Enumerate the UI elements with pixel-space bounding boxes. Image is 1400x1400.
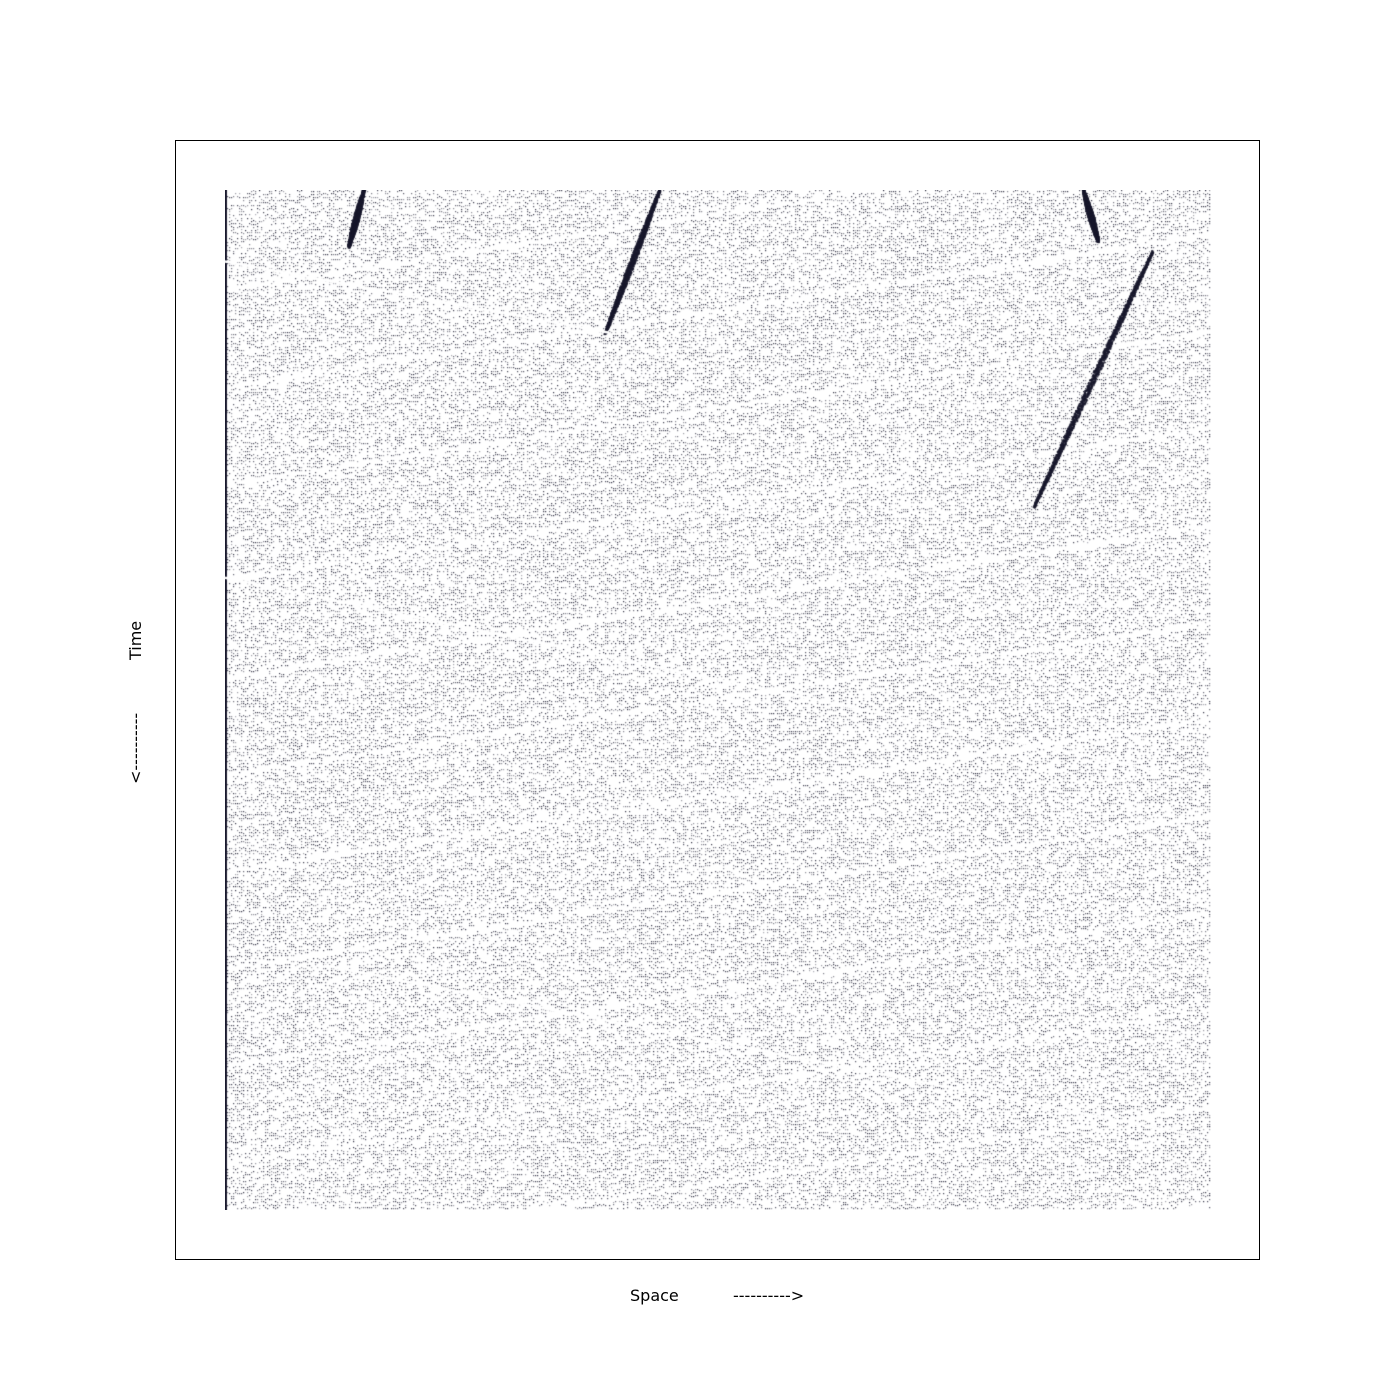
y-axis-label-group: Time <---------- [126, 610, 146, 790]
y-axis-arrow: <---------- [126, 712, 145, 784]
x-axis-arrow: ----------> [733, 1286, 805, 1305]
y-axis-label: Time [126, 620, 145, 660]
space-time-plot [225, 190, 1211, 1210]
x-axis-label: Space [630, 1286, 679, 1305]
